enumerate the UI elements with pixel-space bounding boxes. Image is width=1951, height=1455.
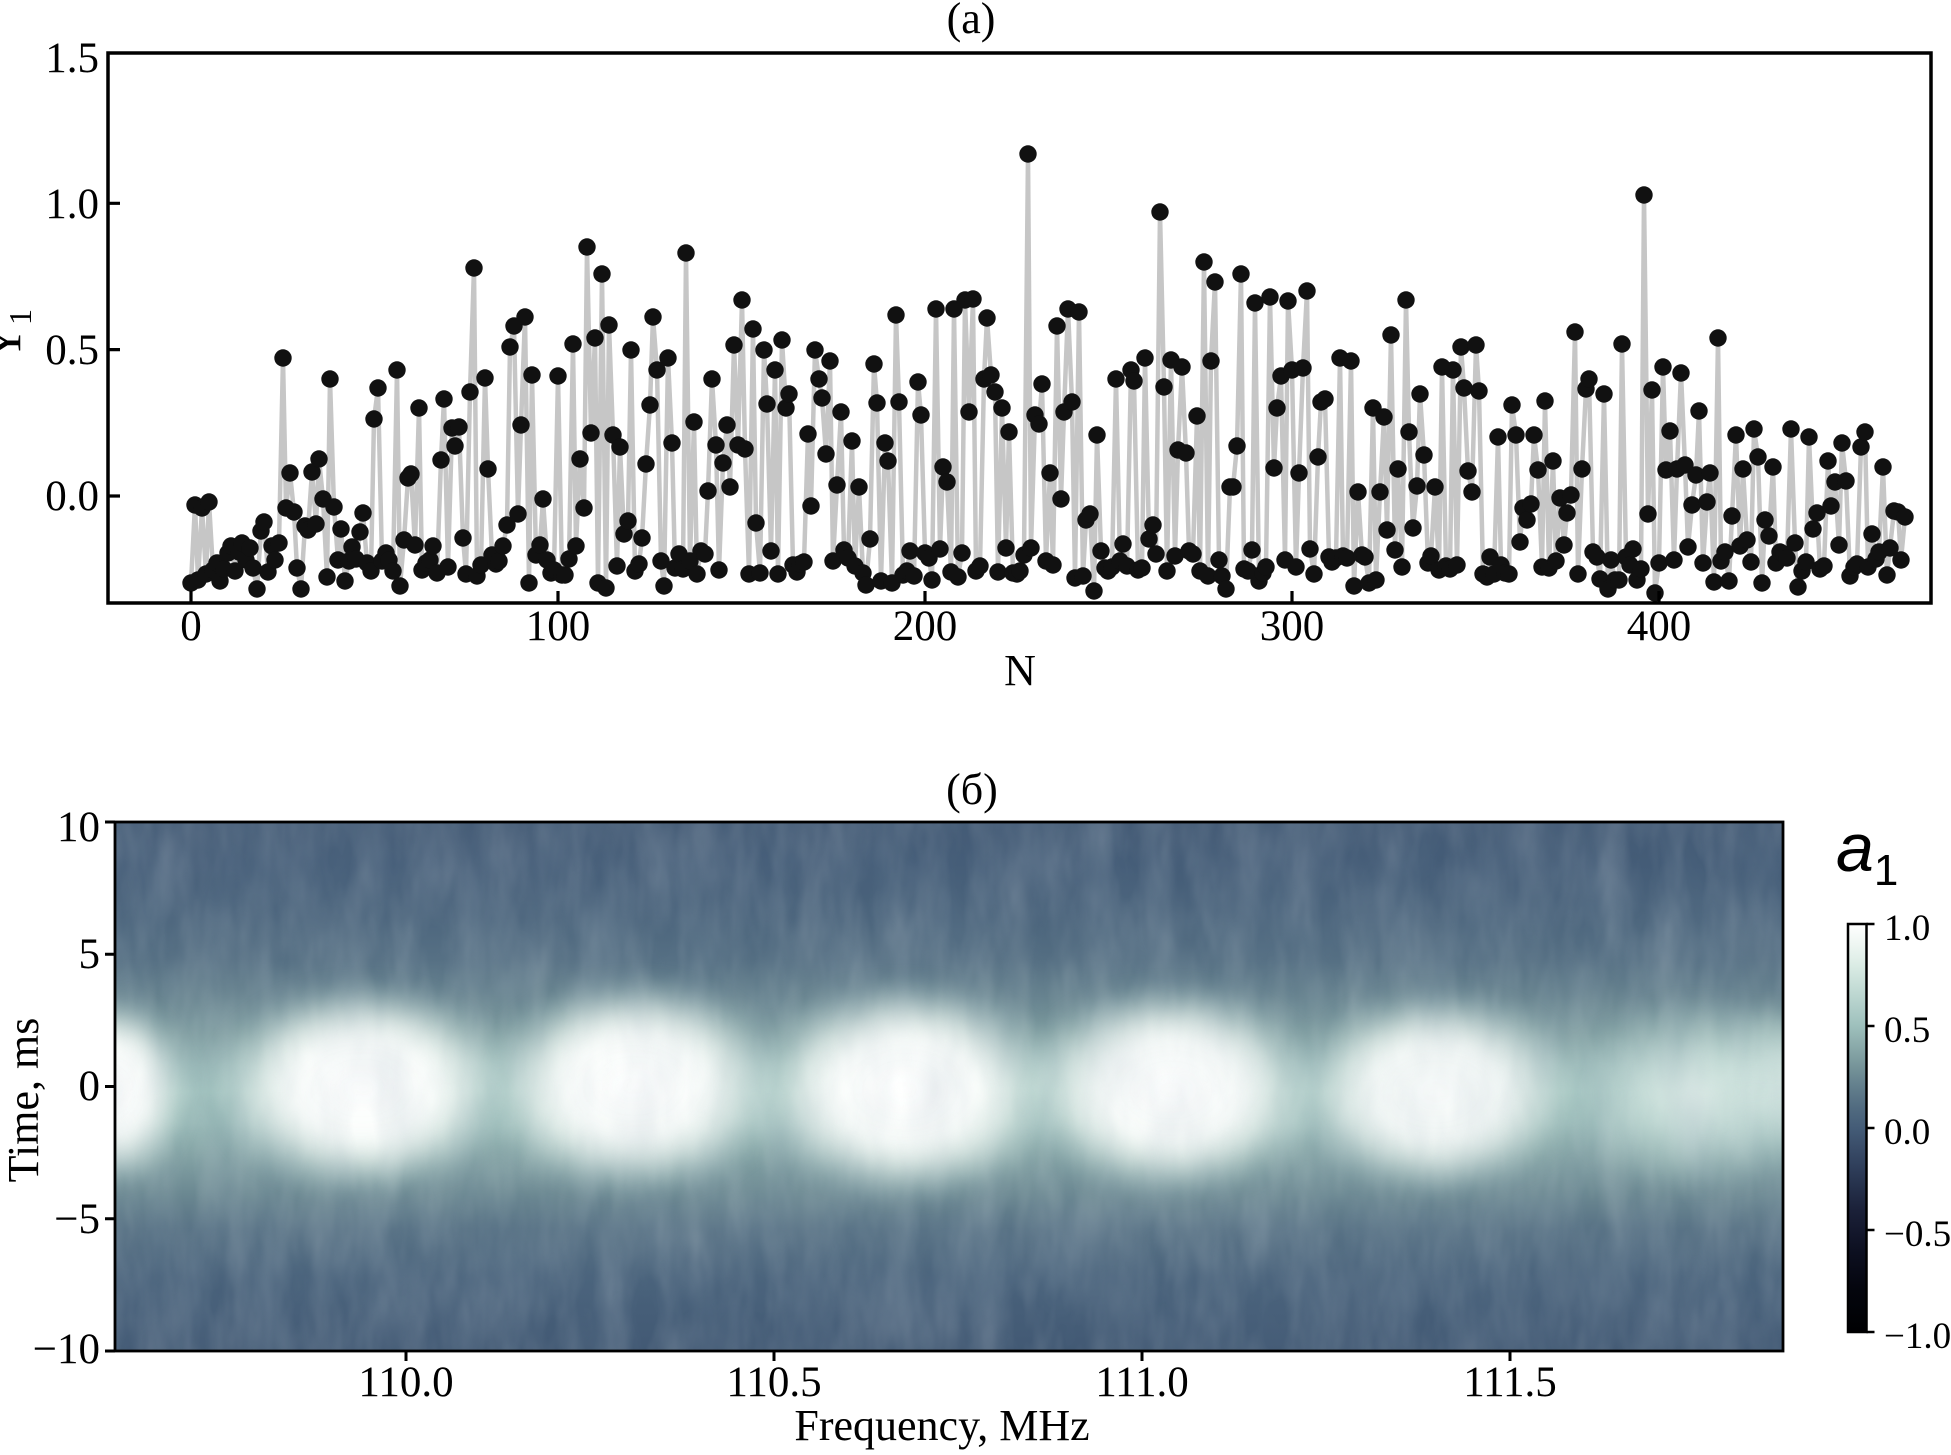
- svg-text:Time, ms: Time, ms: [0, 1018, 48, 1183]
- svg-text:111.0: 111.0: [1095, 1359, 1189, 1406]
- svg-text:−10: −10: [33, 1326, 100, 1373]
- svg-text:10: 10: [57, 804, 100, 851]
- svg-text:0.0: 0.0: [1884, 1112, 1930, 1153]
- svg-text:110.5: 110.5: [726, 1359, 821, 1406]
- svg-text:−1.0: −1.0: [1884, 1316, 1951, 1357]
- svg-text:0: 0: [79, 1063, 101, 1110]
- svg-text:5: 5: [79, 931, 101, 978]
- svg-text:1.0: 1.0: [1884, 908, 1930, 949]
- svg-text:100: 100: [526, 603, 591, 650]
- svg-text:−0.5: −0.5: [1884, 1214, 1951, 1255]
- svg-text:0.0: 0.0: [45, 473, 99, 520]
- svg-text:110.0: 110.0: [358, 1359, 453, 1406]
- svg-text:N: N: [1004, 646, 1036, 695]
- svg-text:0.5: 0.5: [1884, 1010, 1930, 1051]
- svg-text:300: 300: [1260, 603, 1325, 650]
- svg-text:1.0: 1.0: [45, 181, 99, 228]
- svg-text:400: 400: [1627, 603, 1692, 650]
- svg-text:1.5: 1.5: [45, 35, 99, 82]
- svg-text:(б): (б): [946, 765, 998, 814]
- svg-text:0: 0: [180, 603, 202, 650]
- svg-text:111.5: 111.5: [1463, 1359, 1557, 1406]
- svg-text:(a): (a): [947, 0, 996, 43]
- svg-text:−5: −5: [54, 1196, 100, 1243]
- svg-text:0.5: 0.5: [45, 327, 99, 374]
- svg-text:Frequency, MHz: Frequency, MHz: [794, 1401, 1089, 1450]
- svg-text:200: 200: [893, 603, 958, 650]
